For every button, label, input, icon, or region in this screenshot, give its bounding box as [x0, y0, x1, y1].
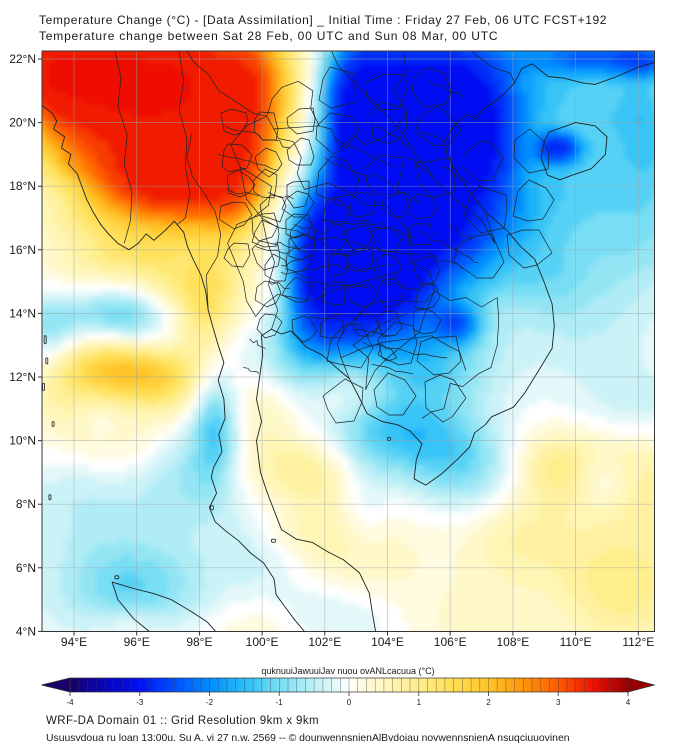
svg-text:-1: -1 — [276, 698, 284, 707]
svg-text:quknuuiJawuuiJav nuou ovANLcac: quknuuiJawuuiJav nuou ovANLcacuua (°C) — [261, 666, 434, 676]
svg-text:Temperature Change (°C) - [Dat: Temperature Change (°C) - [Data Assimila… — [39, 13, 607, 27]
svg-text:94°E: 94°E — [61, 635, 87, 649]
svg-text:4: 4 — [626, 698, 631, 707]
svg-text:16°N: 16°N — [9, 243, 36, 257]
svg-text:1: 1 — [417, 698, 422, 707]
svg-text:12°N: 12°N — [9, 370, 36, 384]
svg-text:14°N: 14°N — [9, 306, 36, 320]
svg-text:20°N: 20°N — [9, 116, 36, 130]
svg-text:Temperature change between Sat: Temperature change between Sat 28 Feb, 0… — [39, 29, 498, 43]
svg-text:Usuusvdoua ru loan 13:00u. Su: Usuusvdoua ru loan 13:00u. Su A. vi 27 n… — [46, 733, 570, 744]
svg-text:106°E: 106°E — [434, 635, 467, 649]
svg-text:102°E: 102°E — [308, 635, 341, 649]
svg-text:8°N: 8°N — [16, 497, 36, 511]
svg-text:-4: -4 — [66, 698, 74, 707]
svg-text:4°N: 4°N — [16, 624, 36, 638]
svg-text:112°E: 112°E — [622, 635, 654, 649]
svg-text:98°E: 98°E — [186, 635, 212, 649]
svg-text:3: 3 — [556, 698, 561, 707]
svg-text:-3: -3 — [136, 698, 144, 707]
svg-text:2: 2 — [486, 698, 491, 707]
svg-text:104°E: 104°E — [371, 635, 404, 649]
svg-text:18°N: 18°N — [9, 179, 36, 193]
svg-text:110°E: 110°E — [560, 635, 592, 649]
svg-text:WRF-DA Domain 01 :: Grid Resol: WRF-DA Domain 01 :: Grid Resolution 9km … — [46, 715, 319, 727]
svg-text:100°E: 100°E — [246, 635, 279, 649]
svg-text:108°E: 108°E — [496, 635, 529, 649]
svg-text:10°N: 10°N — [9, 434, 36, 448]
svg-text:-2: -2 — [206, 698, 214, 707]
svg-text:0: 0 — [347, 698, 352, 707]
svg-text:6°N: 6°N — [16, 561, 36, 575]
svg-text:96°E: 96°E — [124, 635, 150, 649]
svg-text:22°N: 22°N — [9, 52, 36, 66]
